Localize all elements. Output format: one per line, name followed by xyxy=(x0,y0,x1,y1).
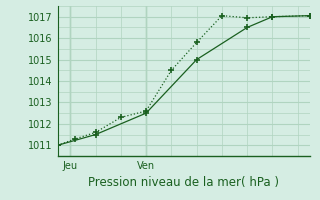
X-axis label: Pression niveau de la mer( hPa ): Pression niveau de la mer( hPa ) xyxy=(89,176,279,189)
